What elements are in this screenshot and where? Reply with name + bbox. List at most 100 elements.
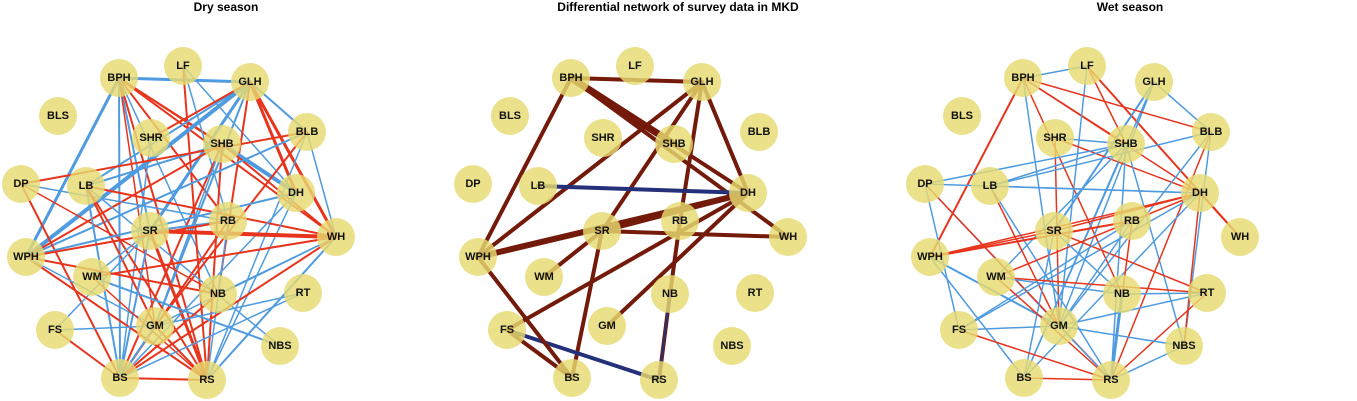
node-label: FS xyxy=(500,324,514,336)
edge-fs-rs xyxy=(505,328,661,382)
node-circle xyxy=(525,258,563,296)
node-label: NBS xyxy=(1172,340,1195,352)
node-label: BS xyxy=(1016,372,1031,384)
node-label: RB xyxy=(220,215,236,227)
node-label: LF xyxy=(628,60,642,72)
edge-fs-rs xyxy=(958,329,1112,381)
node-shb: SHB xyxy=(655,125,693,163)
edge-rt-gm xyxy=(154,292,304,327)
node-gm: GM xyxy=(1040,307,1078,345)
edge-bph-rb xyxy=(118,77,229,222)
edge-blb-rs xyxy=(1110,131,1212,381)
node-label: DP xyxy=(13,178,28,190)
node-circle xyxy=(906,165,944,203)
node-label: WH xyxy=(779,231,797,243)
node-glh: GLH xyxy=(683,63,721,101)
panel-wet-season: Wet season BPH LF GLH BLS SHR SHB BLB DP LB DH SR R… xyxy=(904,0,1356,401)
node-label: LF xyxy=(176,60,190,72)
node-circle xyxy=(2,165,40,203)
node-circle xyxy=(713,327,751,365)
node-rb: RB xyxy=(1113,202,1151,240)
nodes: BPH LF GLH BLS SHR SHB BLB DP LB DH SR RB WH WPH WM NB R… xyxy=(906,47,1259,399)
node-nb: NB xyxy=(651,275,689,313)
edge-blb-dp xyxy=(20,131,308,185)
node-label: NB xyxy=(662,288,678,300)
network-graph-wet: BPH LF GLH BLS SHR SHB BLB DP LB DH SR RB WH WPH WM NB R… xyxy=(906,47,1259,399)
edges xyxy=(924,65,1241,382)
node-bs: BS xyxy=(1005,359,1043,397)
node-rb: RB xyxy=(209,202,247,240)
node-fs: FS xyxy=(940,311,978,349)
edge-sr-bs xyxy=(119,230,151,379)
network-graph-dry: BPH LF GLH BLS SHR SHB BLB DP LB DH SR RB WH WPH WM NB R… xyxy=(2,47,355,399)
node-label: NBS xyxy=(268,340,291,352)
node-label: WPH xyxy=(13,251,39,263)
node-bs: BS xyxy=(101,359,139,397)
node-circle xyxy=(39,97,77,135)
node-wph: WPH xyxy=(459,238,497,276)
node-circle xyxy=(736,274,774,312)
node-label: RS xyxy=(1103,374,1118,386)
node-label: BS xyxy=(564,372,579,384)
node-label: SHB xyxy=(1114,138,1137,150)
nodes: BPH LF GLH BLS SHR SHB BLB DP LB DH SR RB WH WPH WM NB R… xyxy=(454,47,807,399)
node-label: WPH xyxy=(917,251,943,263)
node-wm: WM xyxy=(73,258,111,296)
panel-title: Dry season xyxy=(193,0,259,14)
edge-shb-rs xyxy=(1110,143,1127,381)
node-rt: RT xyxy=(284,274,322,312)
panel-title: Differential network of survey data in M… xyxy=(557,0,799,14)
node-dp: DP xyxy=(2,165,40,203)
node-shr: SHR xyxy=(1036,119,1074,157)
edge-sr-rs xyxy=(148,229,209,382)
node-gm: GM xyxy=(588,307,626,345)
node-label: GLH xyxy=(690,76,713,88)
node-shb: SHB xyxy=(203,125,241,163)
nodes: BPH LF GLH BLS SHR SHB BLB DP LB DH SR RB WH WPH WM NB R… xyxy=(2,47,355,399)
edge-shb-bs xyxy=(1023,143,1127,379)
node-glh: GLH xyxy=(231,63,269,101)
node-label: RT xyxy=(296,287,311,299)
node-label: FS xyxy=(48,324,62,336)
node-label: DP xyxy=(917,178,932,190)
node-circle xyxy=(1040,307,1078,345)
node-label: WH xyxy=(327,231,345,243)
node-glh: GLH xyxy=(1135,63,1173,101)
edge-rb-wph xyxy=(929,220,1133,258)
edge-shb-nbs xyxy=(1125,143,1185,347)
edge-blb-lb xyxy=(989,131,1212,187)
edge-gm-nbs xyxy=(1058,325,1185,347)
node-label: WM xyxy=(534,271,554,283)
node-blb: BLB xyxy=(1192,113,1230,151)
edge-wm-nbs xyxy=(91,276,281,347)
node-circle xyxy=(284,274,322,312)
node-label: BLS xyxy=(951,110,973,122)
node-dp: DP xyxy=(906,165,944,203)
node-wh: WH xyxy=(769,218,807,256)
node-circle xyxy=(277,174,315,212)
node-circle xyxy=(1004,59,1042,97)
node-rt: RT xyxy=(1188,274,1226,312)
node-circle xyxy=(131,212,169,250)
node-fs: FS xyxy=(36,311,74,349)
edge-dh-fs xyxy=(505,191,750,332)
node-circle xyxy=(1035,212,1073,250)
node-circle xyxy=(203,125,241,163)
node-rb: RB xyxy=(661,202,699,240)
node-circle xyxy=(67,167,105,205)
node-label: RS xyxy=(651,374,666,386)
node-label: SR xyxy=(142,225,157,237)
node-circle xyxy=(584,119,622,157)
node-label: RT xyxy=(1200,287,1215,299)
node-rs: RS xyxy=(188,361,226,399)
edge-shr-bs xyxy=(119,137,152,379)
node-nbs: NBS xyxy=(261,327,299,365)
edge-lb-wh xyxy=(85,185,337,238)
edge-wph-rs xyxy=(25,256,208,381)
node-circle xyxy=(553,359,591,397)
node-circle xyxy=(583,212,621,250)
edge-dp-rb xyxy=(20,183,229,222)
node-shr: SHR xyxy=(132,119,170,157)
edge-blb-bph xyxy=(1022,77,1212,133)
node-nbs: NBS xyxy=(1165,327,1203,365)
